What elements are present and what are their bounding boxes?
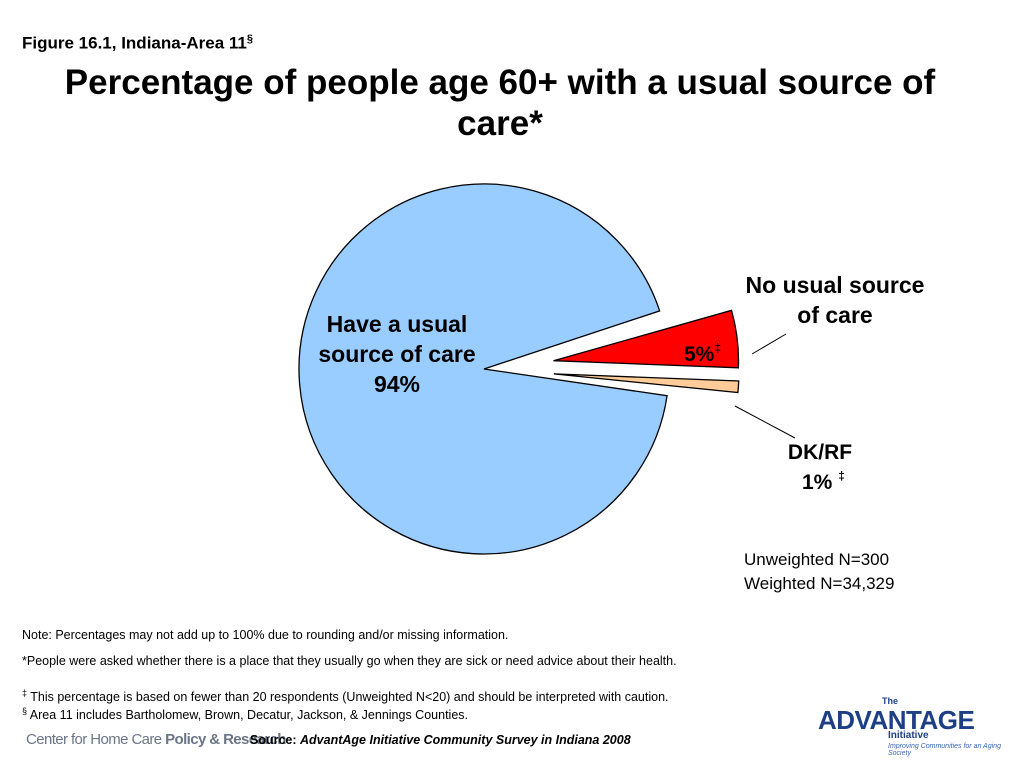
pie-slice-dk-rf (553, 373, 740, 394)
chhc-logo: Center for Home Care Policy & Research (26, 731, 286, 748)
note-question: *People were asked whether there is a pl… (22, 654, 677, 668)
source-citation: Source: AdvantAge Initiative Community S… (250, 733, 631, 747)
leader-line-no-usual-source (751, 333, 787, 355)
weighted-n: Weighted N=34,329 (744, 574, 895, 593)
note-rounding: Note: Percentages may not add up to 100%… (22, 628, 509, 642)
slice-value-have-usual-source: 94% (373, 371, 421, 397)
slice-value-dk-rf: 1% ‡ (802, 469, 845, 494)
slice-value-no-usual-source: 5%‡ (684, 341, 722, 366)
pie-slice-no-usual-source (553, 309, 740, 369)
note-area-counties: § Area 11 includes Bartholomew, Brown, D… (22, 706, 468, 723)
slice-name-have-usual-source: Have a usual source of care (318, 311, 476, 367)
advantage-logo-tagline: Improving Communities for an Aging Socie… (888, 743, 1001, 757)
figure-label: Figure 16.1, Indiana-Area 11§ (22, 33, 253, 53)
pie-slice-have-usual-source (298, 183, 668, 555)
advantage-logo-initiative: Initiative (888, 730, 929, 741)
sample-size: Unweighted N=300 Weighted N=34,329 (744, 548, 894, 596)
slice-name-dk-rf: DK/RF (787, 441, 853, 464)
unweighted-n: Unweighted N=300 (744, 550, 890, 569)
chart-title: Percentage of people age 60+ with a usua… (64, 63, 936, 143)
advantage-initiative-logo: The ADVANTAGE Initiative Improving Commu… (818, 696, 1008, 757)
slice-name-no-usual-source: No usual source of care (745, 272, 925, 328)
advantage-logo-the: The (882, 696, 899, 706)
advantage-logo-wordmark: ADVANTAGE (818, 705, 975, 735)
note-small-sample: ‡ This percentage is based on fewer than… (22, 688, 669, 705)
leader-line-dk-rf (734, 405, 796, 439)
slice-label-have-usual-source: Have a usual source of care 94% (292, 309, 502, 399)
